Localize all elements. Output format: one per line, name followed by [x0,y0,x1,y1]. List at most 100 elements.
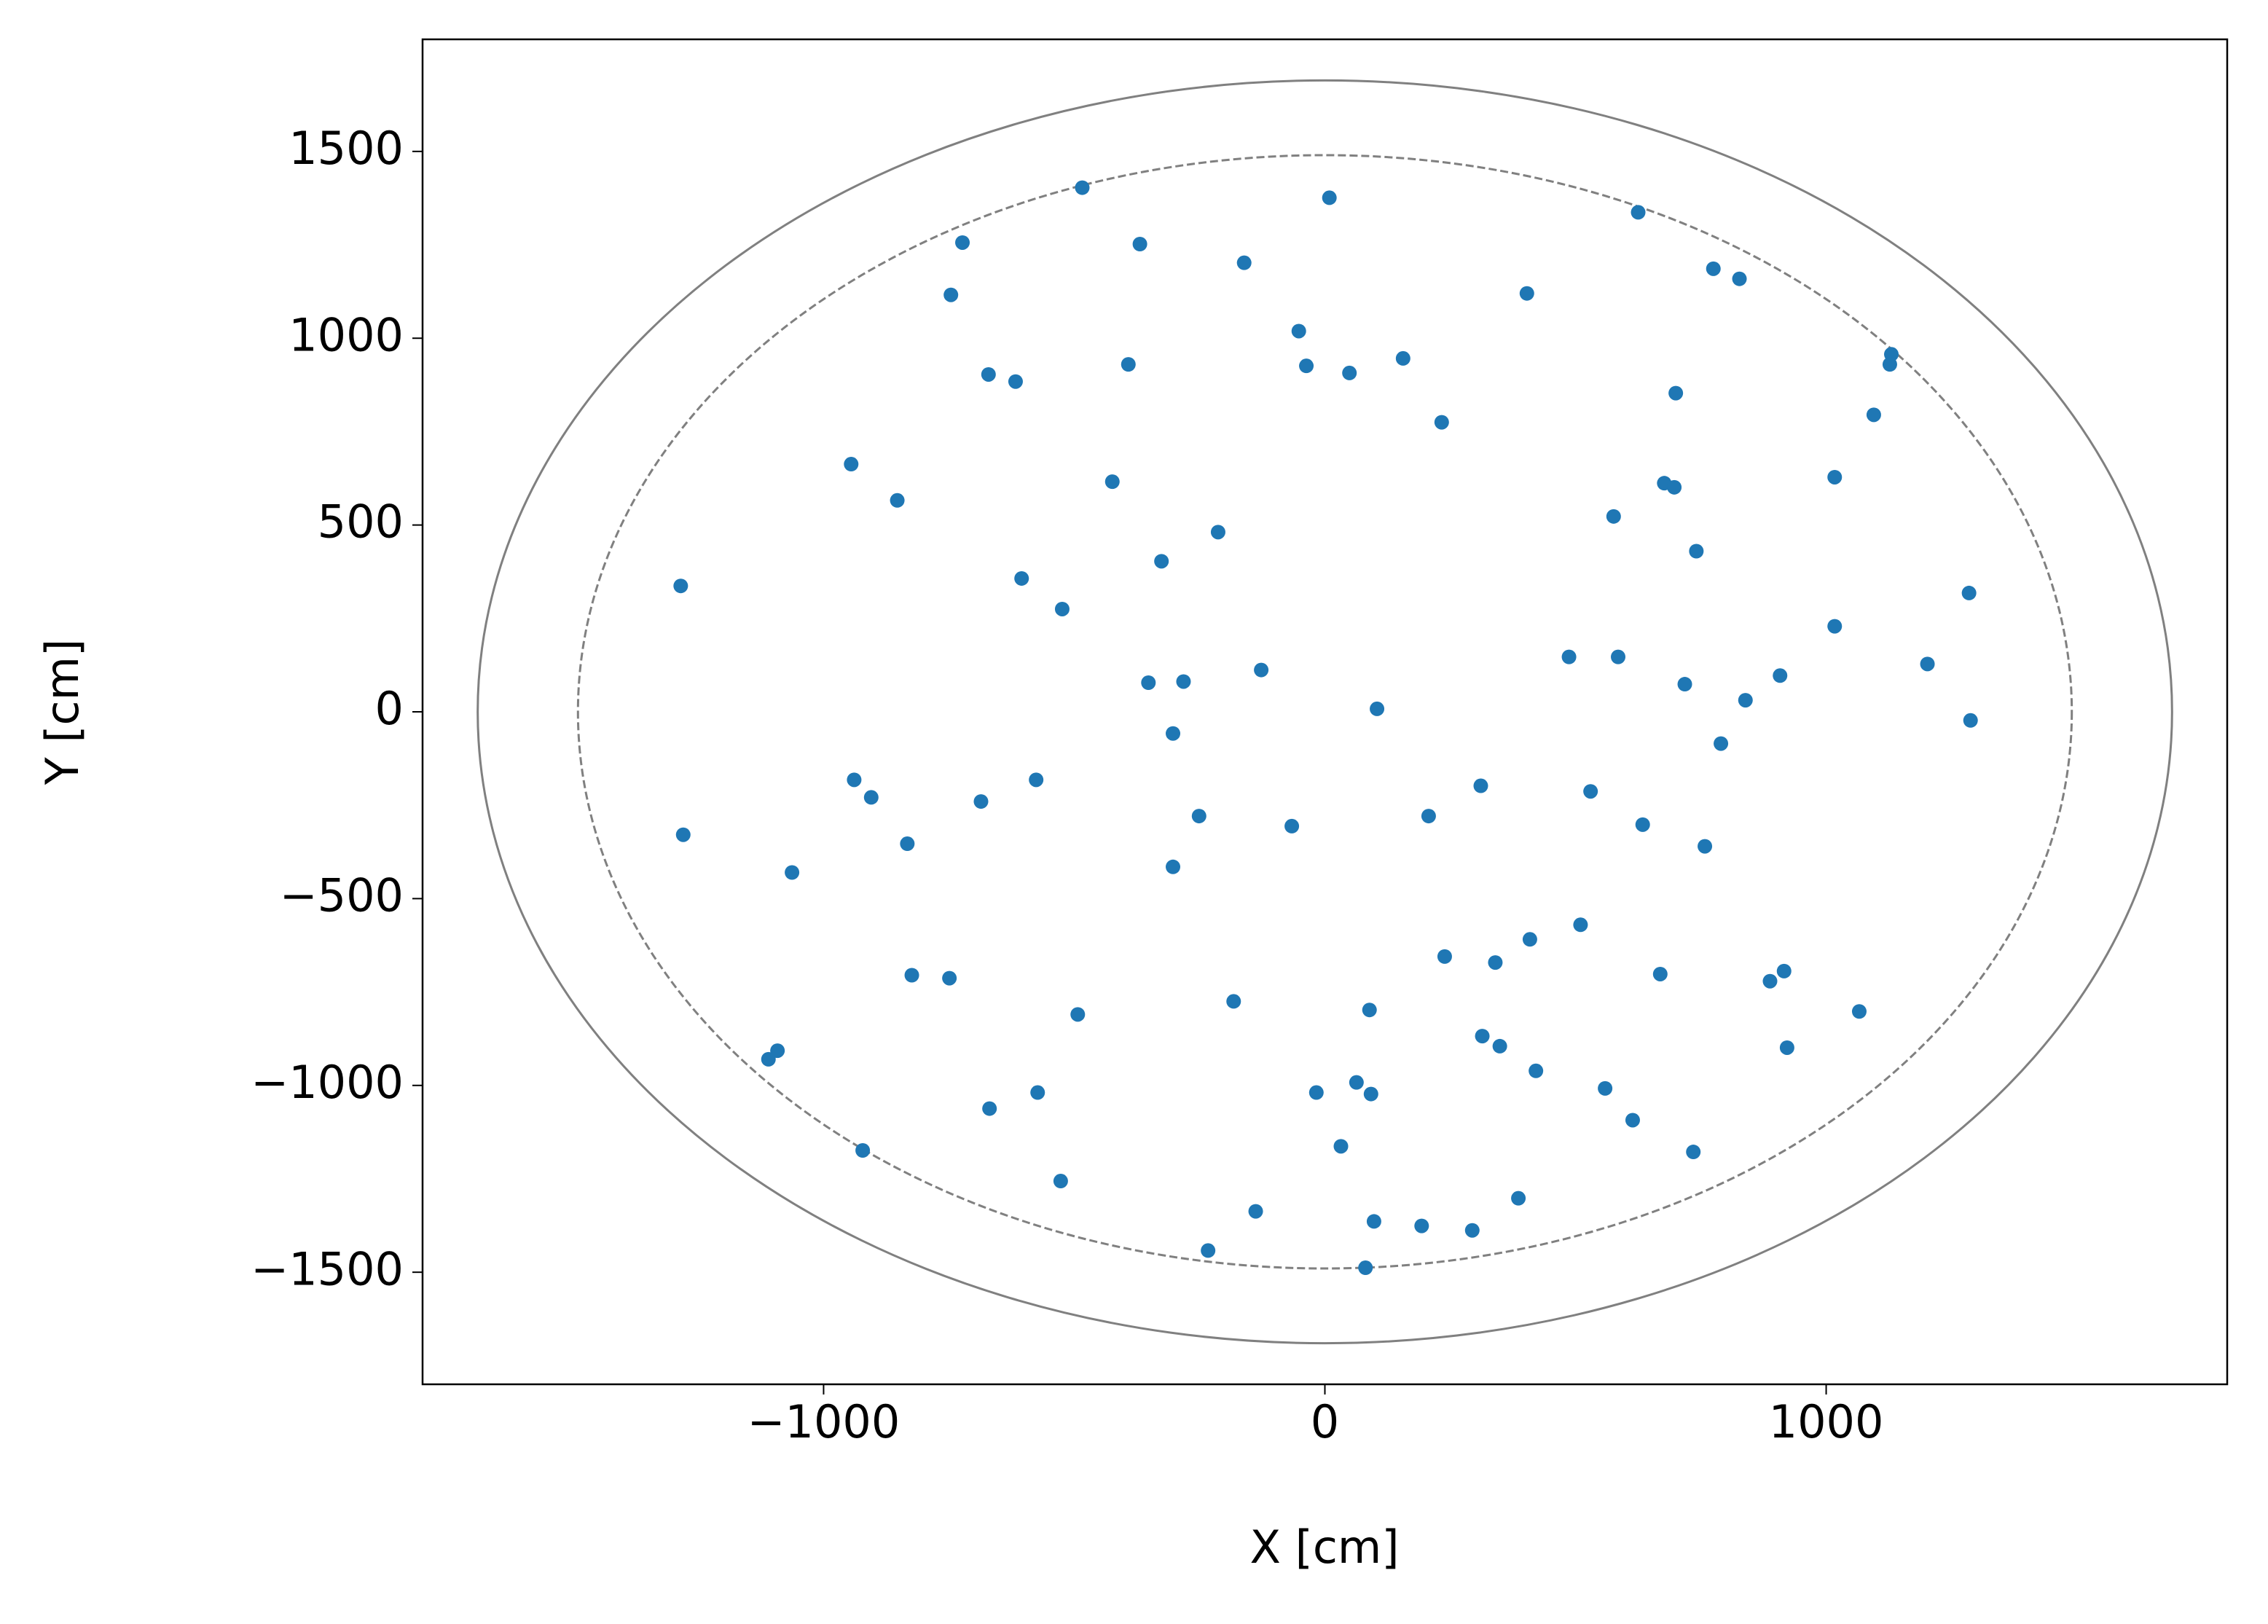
point [1522,932,1537,947]
point [1210,525,1225,540]
point [1166,726,1181,741]
point [1308,1085,1324,1100]
point [890,493,905,508]
point [1075,180,1090,195]
plot-frame [421,38,2229,1386]
point [1488,955,1503,970]
point [1014,570,1029,586]
point [1473,778,1488,793]
point [1342,365,1357,380]
point [1625,1113,1640,1128]
point [1464,1223,1480,1238]
point [1714,736,1729,751]
point [1370,701,1385,716]
point [1349,1075,1364,1090]
point [1299,358,1314,374]
point [1141,675,1156,691]
y-axis-label: Y [cm] [36,639,89,785]
y-tick-label: −1000 [251,1056,404,1109]
point [1284,818,1300,833]
point [1070,1007,1086,1022]
point [1291,323,1306,339]
point [1827,469,1843,485]
point [761,1051,776,1067]
point [1421,809,1436,824]
x-tick-label: 1000 [1769,1395,1884,1448]
x-tick-label: −1000 [748,1395,900,1448]
point [1030,1085,1045,1100]
point [1236,255,1252,270]
point [1698,839,1713,854]
point [942,970,957,986]
point [1154,554,1169,569]
point [1598,1080,1613,1096]
point [1677,677,1692,692]
point [1248,1204,1263,1219]
point [1054,601,1070,616]
point [1668,385,1684,401]
point [1773,668,1788,683]
point [1166,859,1181,874]
point [1132,237,1147,252]
y-tick-label: 0 [375,682,404,735]
point [1254,662,1269,678]
point [1851,1004,1867,1019]
point [955,235,970,250]
point [1322,190,1337,205]
x-tick-label: 0 [1311,1395,1339,1448]
point [1762,973,1778,989]
point [1333,1139,1349,1154]
point [1519,286,1534,301]
point [1475,1029,1490,1044]
point [1104,474,1120,490]
point [900,836,915,852]
point [943,287,959,302]
point [1606,509,1621,524]
point [1029,772,1044,788]
point [1635,817,1650,832]
point [1434,415,1449,430]
point [1686,1145,1701,1160]
point [1667,479,1682,495]
point [855,1143,871,1158]
point [844,457,859,472]
point [1866,407,1881,423]
point [1366,1214,1381,1229]
point [1573,917,1588,933]
point [1963,713,1978,728]
point [673,578,688,594]
point [1961,585,1977,600]
x-axis-label: X [cm] [1249,1521,1399,1574]
point [982,1101,997,1116]
point [675,827,691,842]
point [1358,1260,1373,1276]
point [1561,649,1577,664]
point [1827,619,1843,634]
point [1779,1040,1794,1055]
point [1414,1218,1429,1233]
point [1053,1174,1068,1189]
point [1008,374,1023,389]
point [973,794,989,809]
point [785,865,800,880]
point [1176,674,1191,689]
point [1362,1003,1377,1018]
point [1191,809,1206,824]
y-tick-label: 500 [318,495,404,549]
point [1201,1243,1216,1258]
point [1882,357,1897,372]
point [1437,949,1452,964]
y-tick-label: −500 [280,868,404,922]
point [770,1043,785,1059]
point [1492,1038,1507,1054]
point [981,366,996,382]
point [1121,357,1136,372]
y-tick-label: −1500 [251,1242,404,1295]
point [1226,994,1241,1009]
point [1732,271,1747,286]
point [1511,1190,1526,1206]
point [1611,649,1626,664]
point [863,790,879,805]
point [1776,963,1792,978]
